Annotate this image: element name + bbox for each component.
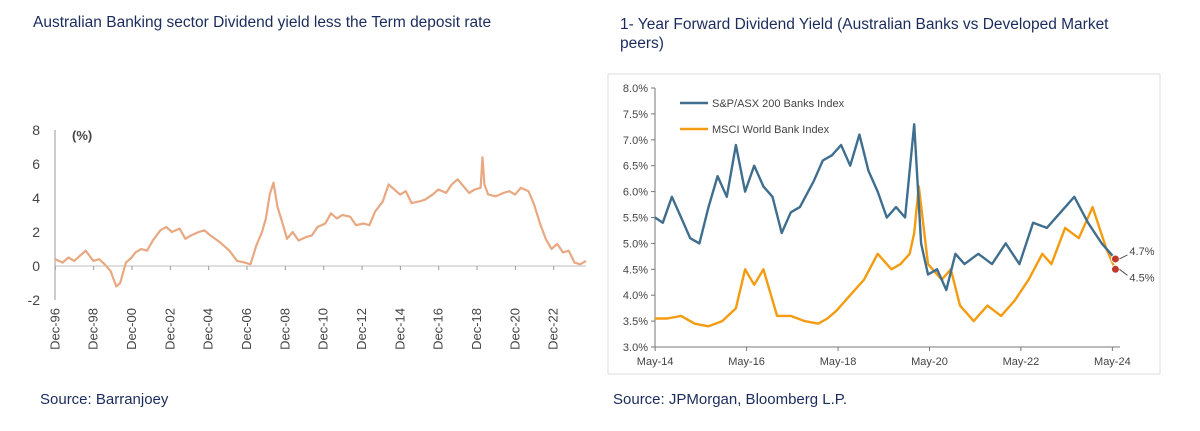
asx-end-marker — [1110, 254, 1120, 264]
left-x-tick-label: Dec-10 — [316, 308, 331, 350]
msci-end-annotation: 4.5% — [1129, 272, 1154, 284]
left-x-tick-label: Dec-98 — [86, 308, 101, 350]
legend-label-msci: MSCI World Bank Index — [712, 124, 830, 136]
right-y-tick-label: 7.0% — [623, 135, 648, 147]
left-y-tick-label: 4 — [32, 190, 40, 206]
left-x-tick-label: Dec-14 — [392, 308, 407, 350]
left-x-tick-label: Dec-22 — [546, 308, 561, 350]
left-y-tick-label: -2 — [28, 292, 41, 308]
left-chart-title: Australian Banking sector Dividend yield… — [33, 14, 492, 31]
right-chart-source: Source: JPMorgan, Bloomberg L.P. — [613, 391, 848, 408]
left-x-tick-label: Dec-08 — [277, 308, 292, 350]
left-x-tick-label: Dec-18 — [469, 308, 484, 350]
right-y-tick-label: 4.5% — [623, 264, 648, 276]
left-y-tick-label: 2 — [32, 224, 40, 240]
left-chart: 8 6 4 2 0 -2 (%) Dec-96 Dec-98 Dec-00 Dec-02 Dec-04… — [28, 122, 587, 350]
left-x-tick-label: Dec-12 — [354, 308, 369, 350]
left-y-unit-label: (%) — [72, 128, 92, 143]
asx-end-leader — [1119, 254, 1128, 260]
right-x-tick-label: May-24 — [1094, 356, 1131, 368]
left-x-tick-label: Dec-04 — [201, 308, 216, 350]
right-y-tick-label: 5.5% — [623, 213, 648, 225]
right-x-tick-label: May-22 — [1003, 356, 1040, 368]
right-x-tick-label: May-16 — [728, 356, 765, 368]
msci-end-marker — [1110, 264, 1120, 274]
left-series-line — [54, 156, 587, 288]
right-y-tick-label: 8.0% — [623, 83, 648, 95]
right-chart-frame — [607, 73, 1161, 375]
right-y-tick-label: 6.0% — [623, 187, 648, 199]
left-y-tick-label: 6 — [32, 156, 40, 172]
asx-series-line — [654, 123, 1117, 292]
asx-end-annotation: 4.7% — [1129, 246, 1154, 258]
left-x-tick-label: Dec-06 — [239, 308, 254, 350]
right-y-tick-label: 6.5% — [623, 161, 648, 173]
right-y-tick-label: 3.5% — [623, 316, 648, 328]
msci-end-leader — [1119, 268, 1128, 276]
right-y-tick-label: 7.5% — [623, 109, 648, 121]
left-chart-source: Source: Barranjoey — [40, 391, 169, 408]
left-x-tick-label: Dec-20 — [507, 308, 522, 350]
right-x-tick-label: May-18 — [820, 356, 857, 368]
left-x-tick-label: Dec-16 — [431, 308, 446, 350]
right-x-tick-label: May-14 — [637, 356, 674, 368]
left-x-tick-label: Dec-96 — [47, 308, 62, 350]
right-y-tick-label: 3.0% — [623, 342, 648, 354]
left-y-tick-label: 0 — [32, 258, 40, 274]
legend-label-asx: S&P/ASX 200 Banks Index — [712, 98, 845, 110]
msci-series-line — [655, 185, 1117, 328]
right-chart-title: 1- Year Forward Dividend Yield (Australi… — [620, 16, 1109, 52]
left-y-tick-label: 8 — [32, 122, 40, 138]
right-y-tick-label: 4.0% — [623, 290, 648, 302]
right-y-tick-label: 5.0% — [623, 238, 648, 250]
right-x-tick-label: May-20 — [911, 356, 948, 368]
left-x-tick-label: Dec-00 — [124, 308, 139, 350]
right-chart: 8.0% 7.5% 7.0% 6.5% 6.0% 5.5% 5.0% 4.5% 4.0% 3.5%… — [607, 73, 1161, 375]
left-x-tick-label: Dec-02 — [162, 308, 177, 350]
